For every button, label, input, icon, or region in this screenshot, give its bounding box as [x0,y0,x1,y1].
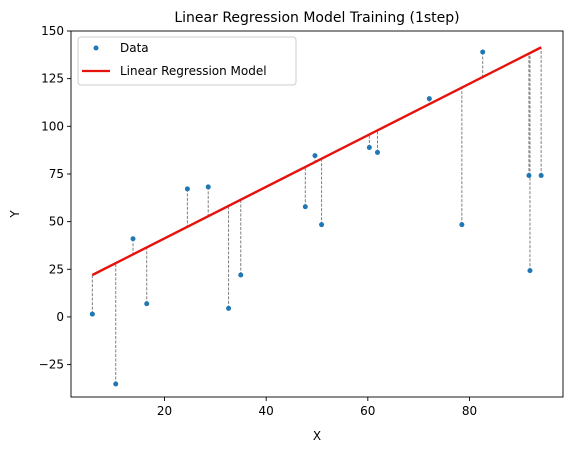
y-axis-title: Y [8,210,22,219]
data-point [113,381,119,387]
data-point [238,272,244,278]
axes: 20 40 60 80 −25 0 25 50 75 100 125 150 [39,24,477,418]
legend-label-model: Linear Regression Model [120,64,267,78]
plot-frame [70,30,564,398]
x-tick-label: 80 [462,404,477,418]
legend-marker-data [93,45,99,51]
data-point [302,204,308,210]
data-point [319,222,325,228]
data-point [205,184,211,190]
data-point [480,49,486,55]
legend-label-data: Data [120,41,149,55]
y-tick-label: 125 [41,72,64,86]
data-point [527,268,533,274]
y-tick-label: 25 [49,262,64,276]
y-tick-label: 0 [56,310,64,324]
data-point [459,222,465,228]
x-tick-label: 60 [360,404,375,418]
data-point [426,96,432,102]
legend: Data Linear Regression Model [77,36,297,86]
chart-title: Linear Regression Model Training (1step) [174,10,459,26]
regression-line [91,46,542,277]
plot-area [89,46,544,387]
data-point [374,149,380,155]
data-point [89,311,95,317]
data-point [538,172,544,178]
x-axis-title: X [313,429,321,443]
y-tick-label: 50 [49,215,64,229]
data-point [130,236,136,242]
x-tick-label: 40 [259,404,274,418]
y-tick-label: −25 [39,358,64,372]
data-point [312,153,318,159]
y-tick-label: 150 [41,24,64,38]
data-point [226,305,232,311]
y-tick-label: 75 [49,167,64,181]
data-point [144,301,150,307]
data-point [366,144,372,150]
x-tick-label: 20 [157,404,172,418]
data-point [526,172,532,178]
legend-box [77,36,297,86]
y-tick-label: 100 [41,119,64,133]
data-point [184,186,190,192]
